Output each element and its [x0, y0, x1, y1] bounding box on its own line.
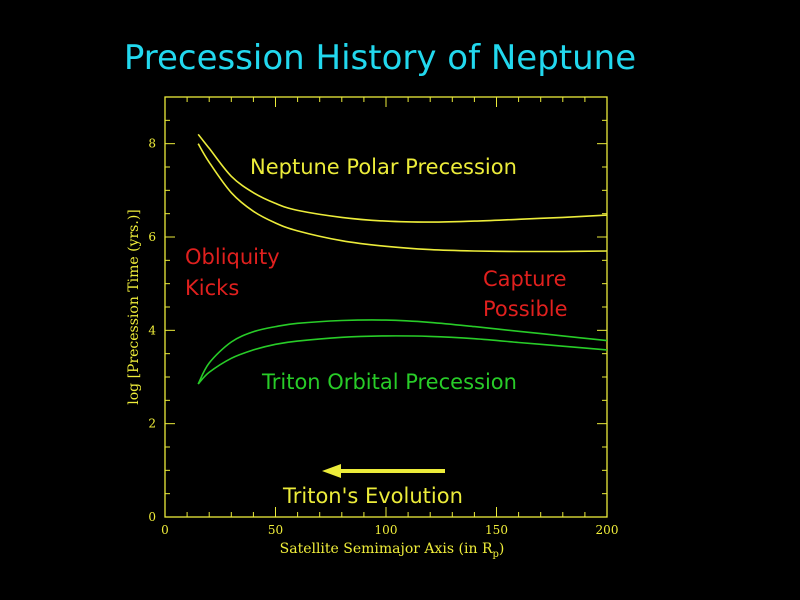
chart-title: Precession History of Neptune: [123, 38, 637, 78]
series-group: [197, 133, 608, 385]
y-tick-label: 2: [148, 417, 156, 431]
annotation-tritons-evolution: Triton's Evolution: [282, 484, 463, 508]
annotation-neptune-polar-precession: Neptune Polar Precession: [250, 155, 517, 179]
x-axis-label: Satellite Semimajor Axis (in Rp): [280, 541, 505, 560]
x-axis-label-close: ): [499, 541, 504, 557]
annotation-obliquity: Obliquity: [185, 245, 280, 269]
evolution-arrow-head: [322, 464, 341, 478]
annotation-capture: Capture: [483, 267, 567, 291]
x-tick-label: 50: [268, 523, 283, 537]
y-axis-label: log [Precession Time (yrs.)]: [126, 209, 142, 405]
annotation-kicks: Kicks: [185, 276, 239, 300]
y-tick-label: 6: [148, 230, 156, 244]
y-tick-label: 8: [148, 137, 156, 151]
series-line: [197, 335, 608, 385]
x-tick-label: 0: [161, 523, 169, 537]
annotation-group: Neptune Polar Precession Obliquity Kicks Ca…: [185, 155, 568, 508]
x-tick-label: 150: [485, 523, 508, 537]
annotation-triton-orbital-precession: Triton Orbital Precession: [261, 370, 517, 394]
x-tick-label: 100: [375, 523, 398, 537]
series-line: [197, 319, 608, 385]
x-axis-label-main: Satellite Semimajor Axis (in R: [280, 541, 493, 557]
series-line: [197, 143, 608, 253]
axis-ticks: 0 50 100 150 200 0 2 4 6 8: [148, 96, 619, 537]
x-axis-label-sub: p: [493, 549, 499, 560]
y-tick-label: 4: [148, 323, 156, 337]
annotation-possible: Possible: [483, 297, 568, 321]
x-tick-label: 200: [596, 523, 619, 537]
y-tick-label: 0: [148, 510, 156, 524]
series-line: [197, 133, 608, 223]
